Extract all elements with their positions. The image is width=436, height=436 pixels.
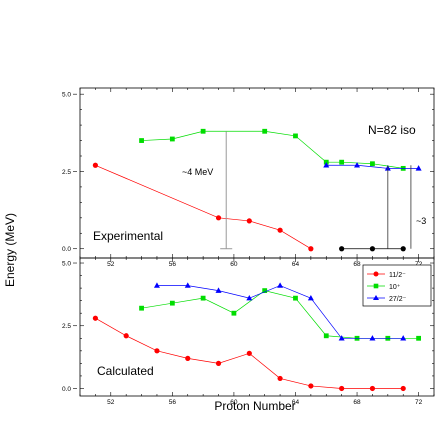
data-point [354,162,361,168]
legend-marker [373,283,379,289]
legend-label: 11/2⁻ [389,272,406,279]
x-tick-label: 56 [169,399,177,406]
data-point [262,288,268,294]
data-point [92,315,98,321]
x-tick-label: 60 [230,399,238,406]
data-point [416,335,422,341]
data-point [246,350,252,356]
gap-annotation-1: ~4 MeV [182,167,213,177]
data-point [277,282,284,288]
data-point [246,218,252,224]
bottom-panel-ticks: 52 56 60 64 68 72 0.0 2.5 5.0 [62,258,435,406]
data-point [139,305,144,311]
experimental-panel: 52 56 60 64 68 72 0.0 2.5 5.0 Experimental N=82 … [62,87,435,268]
data-point [184,282,191,288]
x-tick-label: 64 [292,261,300,268]
data-point [123,333,129,339]
y-tick-label: 5.0 [62,92,71,99]
experimental-label: Experimental [93,229,163,243]
data-point [169,300,175,306]
x-axis-label: Proton Number [214,399,295,413]
data-point [323,333,329,339]
series-line [141,130,404,169]
data-point [200,295,206,301]
data-point [215,215,222,221]
legend: 11/2⁻ 10⁺ 27/2⁻ [362,264,432,307]
data-point [369,246,376,252]
data-point [215,360,222,366]
data-point [339,159,345,165]
data-point [370,161,375,167]
data-point [400,385,406,392]
data-point [293,133,298,139]
gap-annotation-2: ~3 [416,216,426,226]
data-point [307,294,314,301]
data-point [369,385,376,392]
data-point [400,246,406,252]
y-tick-label: 2.5 [62,169,71,176]
data-point [169,136,175,142]
y-tick-label: 0.0 [62,386,71,393]
data-point [323,162,330,168]
x-tick-label: 72 [415,399,423,406]
data-point [262,128,268,134]
data-point [339,246,345,252]
top-panel-ticks: 52 56 60 64 68 72 0.0 2.5 5.0 [62,88,435,268]
bottom-panel-series [92,282,422,392]
data-point [277,227,283,233]
data-point [308,383,314,389]
calculated-label: Calculated [97,364,154,378]
data-point [308,246,314,252]
y-tick-label: 5.0 [62,261,71,268]
data-point [200,128,206,134]
x-tick-label: 52 [107,399,115,406]
data-point [139,138,144,143]
data-point [415,165,422,171]
x-tick-label: 68 [353,261,361,268]
isotone-title: N=82 iso [368,123,416,137]
data-point [338,335,345,341]
y-tick-label: 2.5 [62,323,71,330]
data-point [92,162,98,168]
data-point [369,335,376,341]
series-line [326,164,419,169]
calculated-panel: 52 56 60 64 68 72 0.0 2.5 5.0 Calculated [62,257,435,406]
x-tick-label: 56 [169,261,177,268]
legend-marker [373,295,379,300]
data-point [153,282,160,288]
data-point [185,355,191,361]
data-point [293,295,298,301]
data-point [246,294,253,301]
data-point [154,348,160,354]
data-point [339,385,345,392]
data-point [400,335,407,341]
x-tick-label: 60 [230,261,238,268]
data-point [231,310,237,316]
legend-label: 10⁺ [389,284,401,291]
plot-frame [79,257,435,397]
y-axis-label: Energy (MeV) [3,213,17,287]
x-tick-label: 64 [292,399,300,406]
legend-marker [373,271,379,277]
x-tick-label: 72 [415,261,423,268]
x-tick-label: 68 [353,399,361,406]
x-tick-label: 52 [107,261,115,268]
data-point [215,287,222,293]
bottom-panel-frame [79,257,435,397]
legend-label: 27/2⁻ [389,296,407,303]
top-panel-series [92,128,422,252]
data-point [277,375,283,382]
y-tick-label: 0.0 [62,246,71,253]
